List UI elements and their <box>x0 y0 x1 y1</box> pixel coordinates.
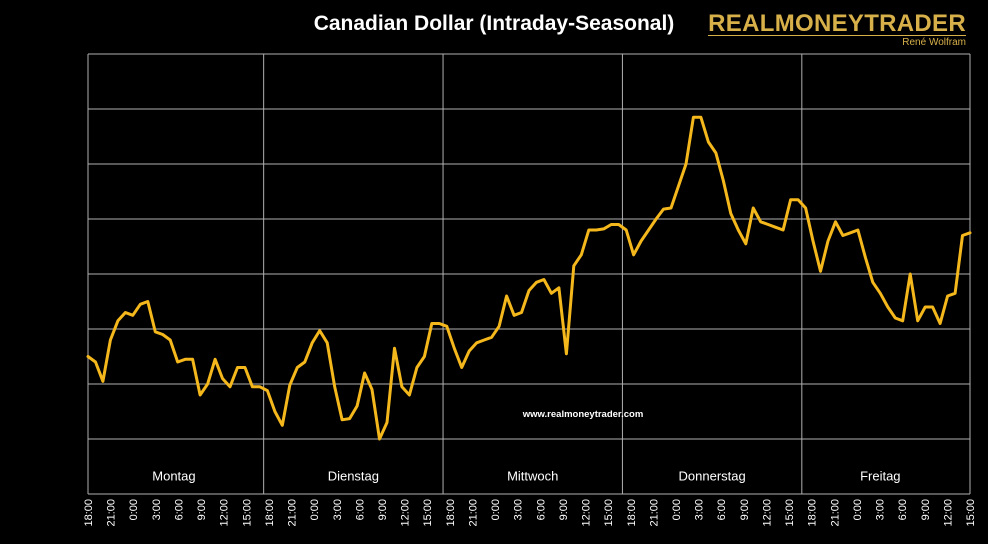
x-tick-label: 15:00 <box>784 499 796 527</box>
day-label: Dienstag <box>328 468 379 483</box>
x-tick-label: 21:00 <box>468 499 480 527</box>
x-tick-label: 0:00 <box>852 499 864 520</box>
x-tick-label: 21:00 <box>829 499 841 527</box>
x-tick-label: 6:00 <box>354 499 366 520</box>
x-tick-label: 6:00 <box>897 499 909 520</box>
x-tick-label: 0:00 <box>490 499 502 520</box>
x-tick-label: 0:00 <box>309 499 321 520</box>
x-tick-label: 9:00 <box>558 499 570 520</box>
x-tick-label: 18:00 <box>807 499 819 527</box>
x-tick-label: 0:00 <box>671 499 683 520</box>
x-tick-label: 9:00 <box>739 499 751 520</box>
x-tick-label: 21:00 <box>287 499 299 527</box>
x-tick-label: 3:00 <box>332 499 344 520</box>
x-tick-label: 6:00 <box>535 499 547 520</box>
x-tick-label: 3:00 <box>513 499 525 520</box>
x-tick-label: 12:00 <box>762 499 774 527</box>
x-tick-label: 18:00 <box>83 499 95 527</box>
x-tick-label: 3:00 <box>151 499 163 520</box>
brand-logo: REALMONEYTRADER René Wolfram <box>708 10 966 48</box>
day-labels: Montag Dienstag Mittwoch Donnerstag Freitag <box>152 468 900 483</box>
day-label: Freitag <box>860 468 900 483</box>
x-axis-tick-labels: 18:00 21:00 0:00 3:00 6:00 9:00 12:00 15:00 18:0… <box>83 499 977 527</box>
x-tick-label: 6:00 <box>174 499 186 520</box>
x-tick-label: 15:00 <box>241 499 253 527</box>
x-tick-label: 12:00 <box>581 499 593 527</box>
x-tick-label: 21:00 <box>648 499 660 527</box>
x-tick-label: 12:00 <box>400 499 412 527</box>
brand-logo-name: REALMONEYTRADER <box>708 10 966 37</box>
day-label: Montag <box>152 468 195 483</box>
x-tick-label: 9:00 <box>377 499 389 520</box>
x-tick-label: 3:00 <box>875 499 887 520</box>
x-tick-label: 3:00 <box>694 499 706 520</box>
day-label: Mittwoch <box>507 468 558 483</box>
grid-lines <box>87 53 971 495</box>
x-tick-label: 18:00 <box>445 499 457 527</box>
x-tick-label: 18:00 <box>264 499 276 527</box>
x-tick-label: 9:00 <box>196 499 208 520</box>
watermark-url: www.realmoneytrader.com <box>522 409 644 420</box>
x-tick-label: 15:00 <box>422 499 434 527</box>
x-tick-label: 18:00 <box>626 499 638 527</box>
x-tick-label: 15:00 <box>965 499 977 527</box>
brand-logo-author: René Wolfram <box>708 35 966 48</box>
x-tick-label: 21:00 <box>106 499 118 527</box>
day-label: Donnerstag <box>679 468 746 483</box>
x-tick-label: 12:00 <box>942 499 954 527</box>
series-line-group <box>86 115 972 441</box>
series-line <box>86 115 972 441</box>
x-tick-label: 0:00 <box>128 499 140 520</box>
x-tick-label: 6:00 <box>716 499 728 520</box>
x-tick-label: 15:00 <box>603 499 615 527</box>
x-tick-label: 12:00 <box>219 499 231 527</box>
chart-title: Canadian Dollar (Intraday-Seasonal) <box>313 12 675 35</box>
x-tick-label: 9:00 <box>920 499 932 520</box>
